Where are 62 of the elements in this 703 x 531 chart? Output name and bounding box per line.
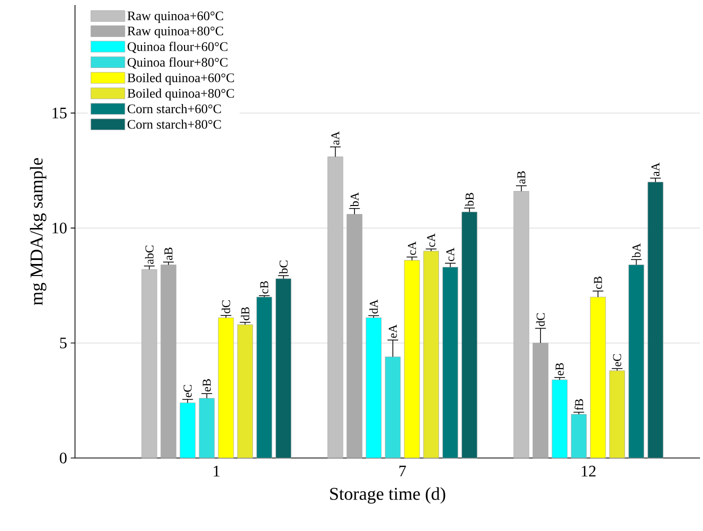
- y-tick-label: 10: [52, 222, 67, 234]
- data-label: fB: [574, 399, 584, 410]
- data-label: aA: [651, 162, 660, 176]
- data-label: aB: [517, 171, 526, 184]
- y-tick-label: 0: [60, 452, 67, 464]
- data-label: bC: [279, 260, 288, 274]
- data-label: dA: [369, 299, 378, 314]
- data-label: dC: [222, 300, 230, 314]
- bar: [346, 214, 362, 458]
- data-label: bA: [632, 243, 641, 258]
- data-label: eB: [556, 363, 564, 376]
- bar: [532, 342, 548, 458]
- bar: [442, 266, 458, 458]
- data-label: cA: [427, 233, 436, 247]
- data-label: abC: [145, 246, 154, 264]
- legend-label: Quinoa flour+60°C: [128, 42, 228, 54]
- legend-label: Raw quinoa+60°C: [127, 11, 224, 23]
- bar: [648, 182, 664, 458]
- bar: [256, 296, 272, 458]
- bar: [404, 260, 420, 458]
- legend-label: Boiled quinoa+60°C: [127, 73, 234, 85]
- bar: [237, 324, 253, 458]
- data-label: eC: [613, 354, 622, 366]
- data-label: eA: [388, 324, 397, 338]
- y-tick-label: 15: [52, 108, 67, 118]
- bar: [160, 264, 176, 458]
- x-axis-title: Storage time (d): [330, 487, 446, 504]
- data-label: cA: [408, 241, 416, 255]
- bar: [180, 402, 196, 458]
- data-label: cA: [446, 248, 454, 262]
- legend-label: Corn starch+80°C: [128, 120, 221, 129]
- x-tick-label: 1: [214, 466, 220, 476]
- bar: [423, 250, 439, 458]
- bar: [198, 398, 215, 458]
- legend-label: Quinoa flour+80°C: [128, 57, 228, 69]
- y-axis-title: mg MDA/kg sample: [30, 158, 46, 306]
- legend-label: Corn starch+60°C: [128, 104, 221, 114]
- data-label: aA: [331, 131, 340, 145]
- bar: [570, 414, 587, 458]
- bar: [276, 278, 292, 458]
- x-tick-label: 7: [399, 466, 406, 476]
- data-label: eC: [184, 384, 192, 398]
- x-tick-label: 12: [582, 466, 596, 476]
- legend-label: Boiled quinoa+80°C: [127, 88, 234, 100]
- data-label: cB: [594, 276, 602, 289]
- bar: [218, 318, 234, 458]
- bar: [628, 264, 644, 458]
- bar: [552, 380, 568, 458]
- data-label: dC: [536, 313, 545, 326]
- bar: [462, 212, 478, 458]
- data-label: aB: [164, 248, 172, 260]
- y-tick-label: 5: [60, 338, 67, 348]
- bar: [609, 370, 625, 458]
- data-label: cB: [260, 281, 268, 294]
- data-label: bA: [350, 192, 359, 207]
- bar: [590, 296, 606, 458]
- data-label: dB: [240, 307, 250, 320]
- data-label: eB: [202, 379, 211, 392]
- bar: [384, 356, 401, 458]
- data-label: bB: [465, 192, 474, 206]
- bar: [366, 318, 382, 458]
- legend-label: Raw quinoa+80°C: [127, 26, 224, 38]
